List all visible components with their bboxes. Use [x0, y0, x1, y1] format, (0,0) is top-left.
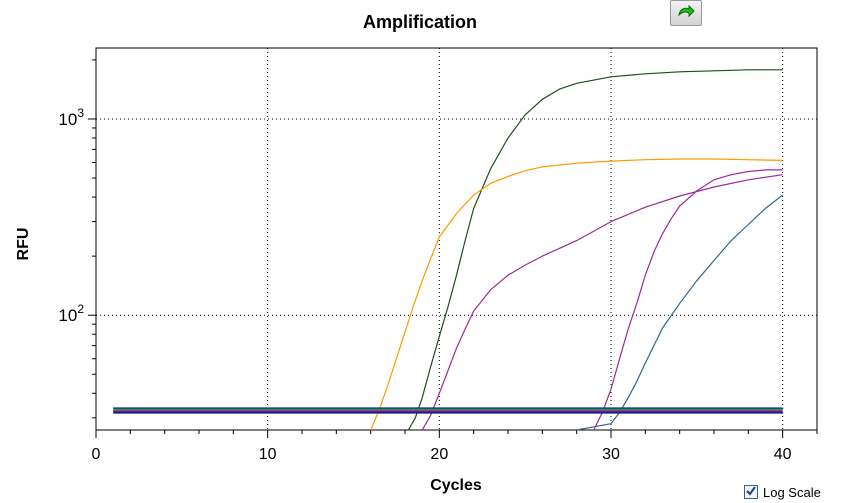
log-scale-checkbox[interactable]: [744, 485, 758, 499]
log-scale-label: Log Scale: [763, 484, 821, 500]
data-series: [113, 69, 784, 431]
x-tick-label: 10: [259, 446, 277, 463]
series-line-5: [576, 194, 784, 431]
axis-ticks: 0 10 20 30 40 102 103: [58, 59, 818, 463]
log-scale-toggle[interactable]: Log Scale: [744, 482, 821, 502]
grid-lines: [96, 48, 817, 430]
x-tick-label: 0: [92, 446, 101, 463]
x-tick-label: 20: [430, 446, 448, 463]
y-tick-label: 103: [58, 106, 84, 129]
green-arrow-icon: [676, 3, 696, 24]
series-line-3: [421, 174, 783, 431]
series-line-4: [593, 169, 783, 431]
check-icon: [746, 483, 756, 501]
y-axis-label: RFU: [15, 228, 32, 261]
series-line-1: [407, 69, 783, 431]
y-tick-label: 102: [58, 302, 84, 325]
export-button[interactable]: [670, 0, 702, 26]
plot-area: [95, 47, 818, 431]
x-tick-label: 30: [602, 446, 620, 463]
x-tick-label: 40: [774, 446, 792, 463]
x-axis-label: Cycles: [430, 477, 482, 494]
series-line-2: [370, 158, 783, 431]
chart-title: Amplification: [363, 12, 477, 32]
